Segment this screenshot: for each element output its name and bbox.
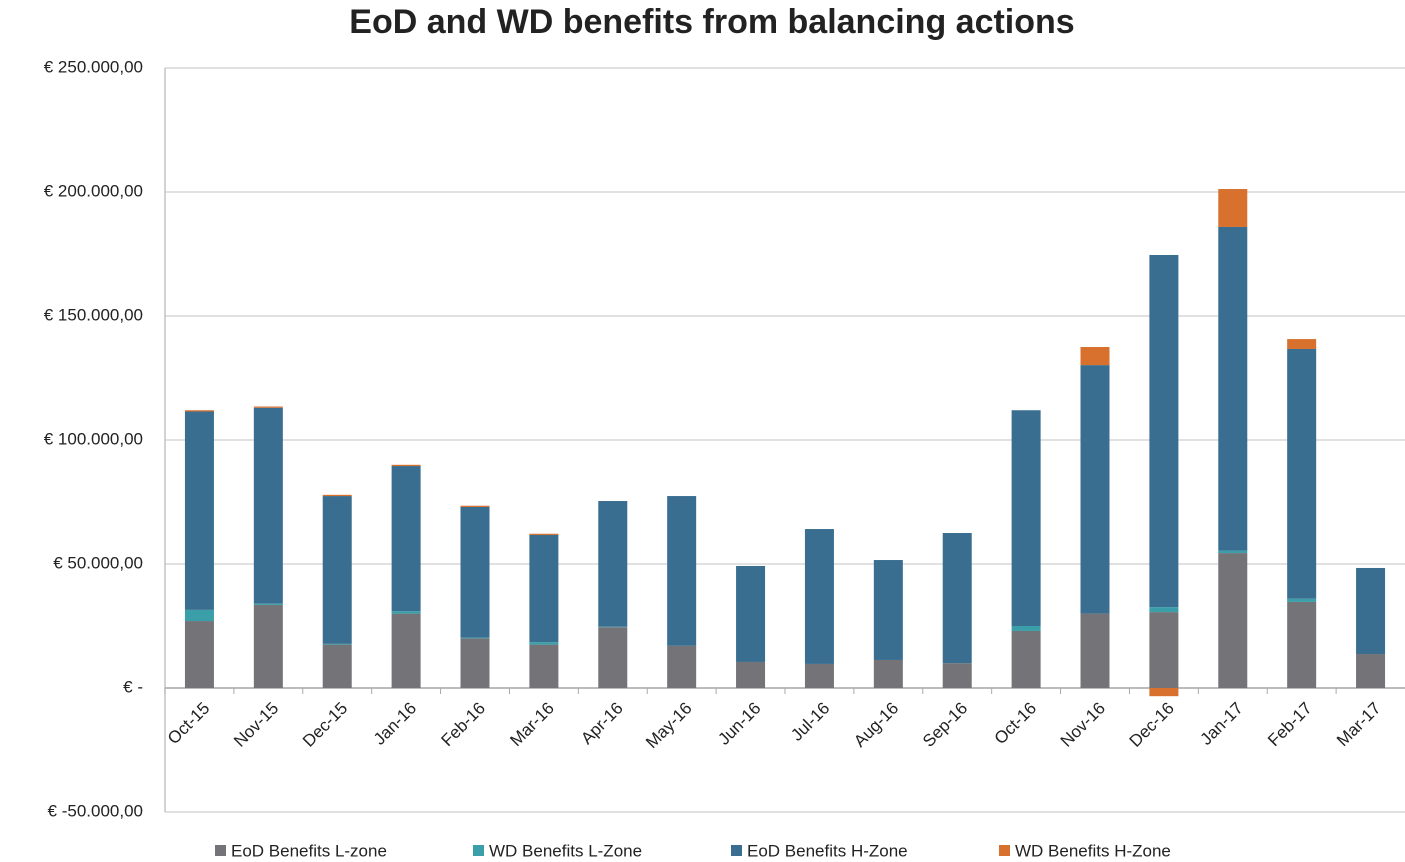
y-tick-label: € 200.000,00 xyxy=(44,181,143,200)
bar-segment xyxy=(873,560,903,660)
legend-label: EoD Benefits L-zone xyxy=(231,841,387,860)
bar-segment xyxy=(1011,626,1041,631)
bar-segment xyxy=(529,642,559,645)
x-tick-label: Apr-16 xyxy=(577,699,627,749)
bar-segment xyxy=(460,506,490,638)
bar-segment xyxy=(322,643,352,645)
x-tick-label: Jul-16 xyxy=(787,699,833,745)
bar-segment xyxy=(1149,688,1179,697)
bar-segment xyxy=(1149,612,1179,688)
legend-label: EoD Benefits H-Zone xyxy=(747,841,908,860)
bar-segment xyxy=(804,663,834,688)
x-tick-label: May-16 xyxy=(642,699,696,753)
x-tick-label: Sep-16 xyxy=(919,699,971,751)
x-tick-label: Dec-16 xyxy=(1126,699,1178,751)
y-tick-label: € 250.000,00 xyxy=(44,57,143,76)
bar-segment xyxy=(1011,410,1041,626)
bar-segment xyxy=(391,464,421,467)
bar-segment xyxy=(1287,601,1317,688)
bar-segment xyxy=(322,496,352,644)
x-tick-label: Nov-16 xyxy=(1057,699,1109,751)
bar-segment xyxy=(184,411,214,610)
bar-segment xyxy=(1149,254,1179,608)
bar-segment xyxy=(1080,347,1110,366)
bar-segment xyxy=(184,410,214,412)
bar-segment xyxy=(529,644,559,688)
bar-segment xyxy=(1287,598,1317,602)
bar-segment xyxy=(942,533,972,664)
x-tick-label: Oct-16 xyxy=(991,699,1041,749)
x-tick-label: Feb-17 xyxy=(1264,699,1316,751)
bar-segment xyxy=(253,407,283,604)
bar-segment xyxy=(1218,550,1248,554)
bar-segment xyxy=(253,603,283,605)
bar-segment xyxy=(1356,567,1386,655)
bar-segment xyxy=(736,565,766,662)
bar-segment xyxy=(322,494,352,497)
bar-segment xyxy=(391,466,421,612)
legend-swatch xyxy=(215,845,226,856)
x-tick-label: Aug-16 xyxy=(850,699,902,751)
x-tick-label: Mar-17 xyxy=(1333,699,1385,751)
bar-segment xyxy=(391,611,421,614)
bar-segment xyxy=(184,621,214,688)
x-tick-label: Jan-17 xyxy=(1197,699,1247,749)
y-tick-label: € -50.000,00 xyxy=(48,801,143,820)
bar-segment xyxy=(529,534,559,643)
bar-segment xyxy=(873,659,903,688)
legend-swatch xyxy=(473,845,484,856)
bar-segment xyxy=(1218,226,1248,551)
bar-segment xyxy=(1080,365,1110,614)
x-tick-label: Jun-16 xyxy=(714,699,764,749)
x-tick-label: Feb-16 xyxy=(437,699,489,751)
bar-segment xyxy=(804,529,834,664)
bar-segment xyxy=(1080,613,1110,688)
bar-segment xyxy=(529,533,559,535)
legend-label: WD Benefits L-Zone xyxy=(489,841,642,860)
bar-segment xyxy=(322,644,352,688)
x-tick-label: Dec-15 xyxy=(299,699,351,751)
chart-title: EoD and WD benefits from balancing actio… xyxy=(349,3,1074,41)
bar-segment xyxy=(253,406,283,408)
bar-segment xyxy=(1287,339,1317,349)
x-tick-label: Oct-15 xyxy=(164,699,214,749)
bar-segment xyxy=(184,609,214,622)
bar-segment xyxy=(1218,189,1248,227)
bar-segment xyxy=(253,604,283,688)
x-tick-label: Nov-15 xyxy=(230,699,282,751)
bar-segment xyxy=(736,661,766,688)
bar-segment xyxy=(1356,654,1386,688)
y-tick-label: € 50.000,00 xyxy=(53,553,143,572)
legend-swatch xyxy=(731,845,742,856)
bar-segment xyxy=(460,638,490,688)
legend-swatch xyxy=(999,845,1010,856)
bar-segment xyxy=(1149,607,1179,613)
bar-segment xyxy=(391,613,421,688)
y-tick-label: € - xyxy=(123,677,143,696)
bar-segment xyxy=(1011,630,1041,688)
bar-segment xyxy=(667,645,697,688)
bar-segment xyxy=(598,501,628,627)
bar-segment xyxy=(942,663,972,688)
bar-segment xyxy=(667,496,697,646)
bar-segment xyxy=(460,505,490,507)
x-tick-label: Mar-16 xyxy=(506,699,558,751)
y-tick-label: € 150.000,00 xyxy=(44,305,143,324)
x-tick-label: Jan-16 xyxy=(370,699,420,749)
bar-segment xyxy=(1287,348,1317,599)
bar-segment xyxy=(1218,553,1248,688)
bar-segment xyxy=(598,627,628,688)
bar-segment xyxy=(460,637,490,639)
legend-label: WD Benefits H-Zone xyxy=(1015,841,1171,860)
y-tick-label: € 100.000,00 xyxy=(44,429,143,448)
